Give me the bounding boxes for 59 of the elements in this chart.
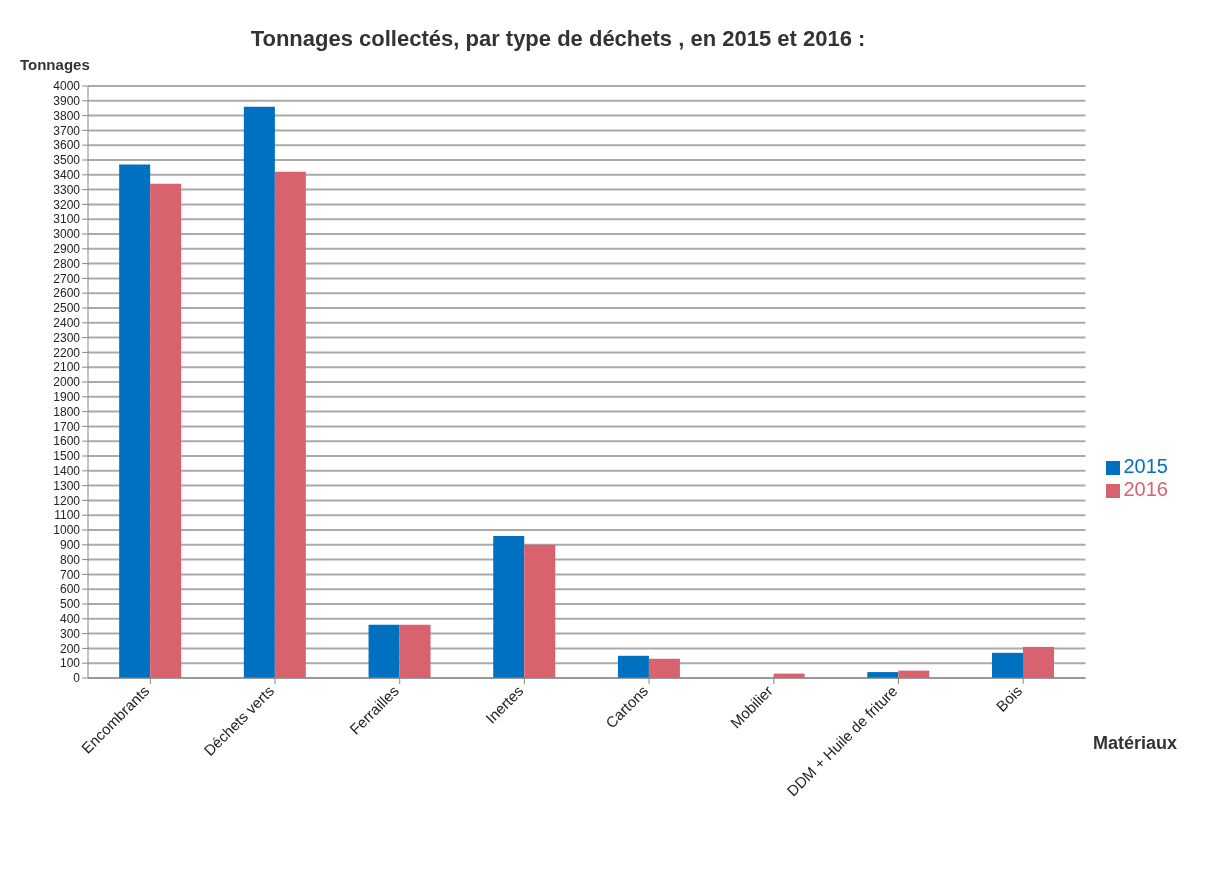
bar — [399, 624, 431, 678]
bar — [524, 544, 556, 678]
y-tick-label: 3800 — [53, 108, 81, 123]
y-tick-label: 1000 — [53, 523, 81, 538]
y-tick-label: 2300 — [53, 330, 81, 345]
y-tick-label: 2600 — [53, 286, 81, 301]
bar — [150, 183, 182, 678]
y-tick-label: 3000 — [53, 227, 81, 242]
y-tick-label: 2700 — [53, 271, 81, 286]
y-tick-label: 600 — [59, 582, 81, 597]
bar — [617, 655, 649, 678]
y-tick-label: 3500 — [53, 153, 81, 168]
y-tick-label: 3200 — [53, 197, 81, 212]
y-tick-label: 300 — [59, 626, 81, 641]
y-tick-label: 2100 — [53, 360, 81, 375]
y-tick-label: 3700 — [53, 123, 81, 138]
bar — [648, 658, 680, 678]
y-tick-label: 3900 — [53, 94, 81, 109]
bar — [274, 171, 306, 678]
y-tick-label: 1300 — [53, 478, 81, 493]
bar — [493, 535, 525, 678]
y-tick-label: 100 — [59, 656, 81, 671]
y-tick-label: 2800 — [53, 256, 81, 271]
y-tick-label: 500 — [59, 597, 81, 612]
x-tick-label: Bois — [992, 682, 1026, 715]
y-tick-label: 2900 — [53, 242, 81, 257]
y-tick-label: 2500 — [53, 301, 81, 316]
y-tick-label: 0 — [73, 671, 81, 686]
x-axis-title: Matériaux — [1093, 733, 1178, 754]
y-tick-label: 4000 — [53, 79, 81, 94]
legend-label: 2016 — [1123, 478, 1168, 500]
bar — [368, 624, 400, 678]
y-tick-label: 700 — [59, 567, 81, 582]
legend-label: 2015 — [1123, 455, 1168, 477]
y-tick-label: 2200 — [53, 345, 81, 360]
y-tick-label: 3600 — [53, 138, 81, 153]
y-tick-label: 2000 — [53, 375, 81, 390]
bar — [1022, 646, 1054, 678]
y-axis-title: Tonnages — [20, 56, 90, 73]
y-tick-label: 1200 — [53, 493, 81, 508]
bar — [991, 652, 1023, 678]
y-tick-label: 1600 — [53, 434, 81, 449]
y-tick-label: 3400 — [53, 168, 81, 183]
bar — [119, 164, 151, 678]
y-tick-label: 2400 — [53, 316, 81, 331]
y-tick-label: 900 — [59, 538, 81, 553]
y-tick-label: 1500 — [53, 449, 81, 464]
y-tick-label: 800 — [59, 552, 81, 567]
bar — [243, 106, 275, 678]
y-tick-label: 1900 — [53, 390, 81, 405]
y-tick-label: 1700 — [53, 419, 81, 434]
y-tick-label: 3100 — [53, 212, 81, 227]
y-tick-label: 1400 — [53, 464, 81, 479]
y-tick-label: 200 — [59, 641, 81, 656]
y-tick-label: 3300 — [53, 182, 81, 197]
y-tick-label: 1800 — [53, 404, 81, 419]
chart-title: Tonnages collectés, par type de déchets , en 2015 et 2016 : — [249, 26, 867, 52]
y-tick-label: 400 — [59, 612, 81, 627]
y-tick-label: 1100 — [54, 508, 81, 523]
